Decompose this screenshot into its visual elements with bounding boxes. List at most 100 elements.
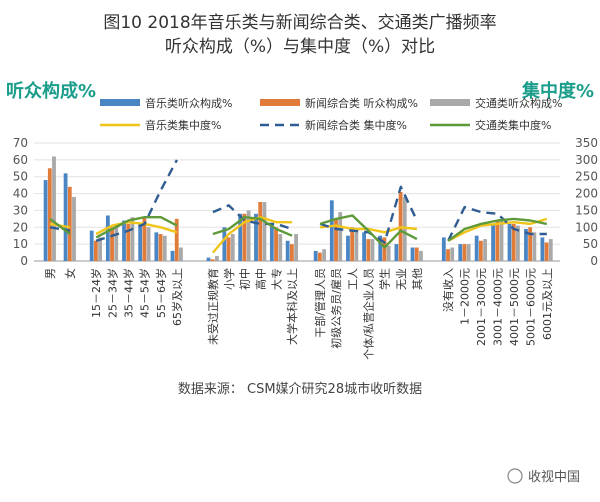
x-tick-label: 3001－4000元 [492, 268, 505, 346]
series-line [447, 205, 547, 242]
bar [170, 250, 175, 261]
bar [532, 232, 537, 261]
source-note: 数据来源： CSM媒介研究28城市收听数据 [178, 381, 422, 397]
legend-label: 音乐类听众构成% [145, 96, 232, 110]
bar [122, 220, 126, 261]
bar [313, 250, 318, 261]
x-tick-label: 5001－6000元 [524, 268, 537, 346]
x-tick-label: 大学本科及以上 [285, 268, 299, 345]
bar [274, 227, 278, 261]
x-tick-label: 65岁及以上 [170, 268, 184, 326]
chart-title-line1: 图10 2018年音乐类与新闻综合类、交通类广播频率 [103, 13, 496, 33]
bar [146, 227, 151, 261]
x-tick-label: 学生 [378, 268, 392, 290]
bar [346, 235, 350, 261]
bar [262, 202, 267, 261]
bar [246, 210, 251, 261]
bar [242, 213, 247, 261]
right-tick-label: 300 [575, 153, 598, 167]
bar [210, 259, 215, 261]
bar [158, 234, 163, 261]
chart-title-line2: 听众构成（%）与集中度（%）对比 [165, 37, 435, 57]
x-tick-label: 25－34岁 [105, 268, 119, 318]
left-tick-label: 10 [13, 237, 28, 251]
legend-label: 新闻综合类 集中度% [305, 118, 407, 132]
bar [450, 247, 455, 261]
bar [370, 239, 375, 261]
left-tick-label: 0 [20, 254, 28, 268]
left-tick-label: 50 [13, 170, 28, 184]
bar [462, 244, 467, 261]
x-tick-label: 个体/私营企业人员 [362, 268, 376, 360]
bar [285, 240, 290, 261]
x-tick-label: 初级公务员/雇员 [329, 268, 343, 349]
watermark: 收视中国 [507, 468, 580, 485]
bar [322, 249, 326, 261]
x-tick-label: 其他 [411, 268, 424, 290]
bar [338, 212, 343, 261]
bar [483, 239, 487, 261]
legend-label: 音乐类集中度% [145, 118, 221, 132]
x-tick-label: 大专 [269, 268, 283, 290]
bar [138, 223, 143, 261]
bar [524, 228, 528, 261]
x-tick-label: 45－54岁 [138, 268, 152, 318]
series-line [212, 204, 293, 231]
bar [382, 237, 387, 261]
right-axis-title: 集中度% [521, 80, 594, 102]
bar [499, 218, 504, 261]
bar [458, 244, 463, 261]
legend-swatch-bar [430, 99, 470, 106]
x-tick-label: 男 [44, 268, 57, 279]
right-tick-label: 250 [575, 170, 598, 184]
bar [269, 223, 274, 261]
bar [126, 223, 131, 261]
legend-label: 新闻综合类 听众构成% [305, 96, 418, 110]
right-tick-label: 350 [575, 136, 598, 150]
legend-swatch-bar [100, 99, 140, 106]
bar [162, 235, 167, 261]
x-tick-label: 4001－5000元 [508, 268, 521, 346]
bar [72, 196, 76, 261]
bar [511, 223, 516, 261]
x-tick-label: 2001－3000元 [475, 268, 488, 346]
series-line [212, 215, 293, 237]
left-axis-title: 听众构成% [6, 80, 96, 102]
bars [43, 156, 553, 261]
series-line [319, 214, 418, 249]
series-line [319, 224, 418, 234]
bar [540, 237, 545, 261]
bar [350, 227, 355, 261]
left-tick-label: 60 [13, 153, 28, 167]
x-tick-label: 高中 [253, 268, 267, 290]
legend-swatch-bar [260, 99, 300, 106]
bar [402, 196, 407, 261]
bar [258, 202, 263, 261]
bar [47, 168, 52, 261]
x-tick-label: 55－64岁 [154, 268, 168, 318]
x-tick-label: 15－24岁 [89, 268, 103, 318]
bar [495, 220, 500, 261]
bar [67, 186, 72, 261]
bar [317, 252, 322, 261]
bar [114, 223, 119, 261]
left-tick-label: 30 [13, 203, 28, 217]
x-tick-label: 未受过正规教育 [206, 268, 220, 345]
right-axis-ticks: 0 50 100 150 200 250 300 350 [575, 136, 598, 268]
bar [222, 227, 227, 261]
right-tick-label: 0 [590, 254, 598, 268]
bar [43, 180, 48, 261]
legend-label: 交通类听众构成% [475, 96, 562, 110]
bar [410, 247, 415, 261]
bar [289, 244, 294, 261]
left-tick-label: 40 [13, 187, 28, 201]
x-tick-label: 初中 [238, 268, 252, 290]
bar [478, 240, 483, 261]
bar [366, 239, 371, 261]
bar [230, 234, 235, 261]
left-tick-label: 70 [13, 136, 28, 150]
bar [474, 235, 479, 261]
x-tick-label: 小学 [222, 268, 236, 290]
series-line [95, 220, 178, 236]
bar [329, 200, 334, 261]
